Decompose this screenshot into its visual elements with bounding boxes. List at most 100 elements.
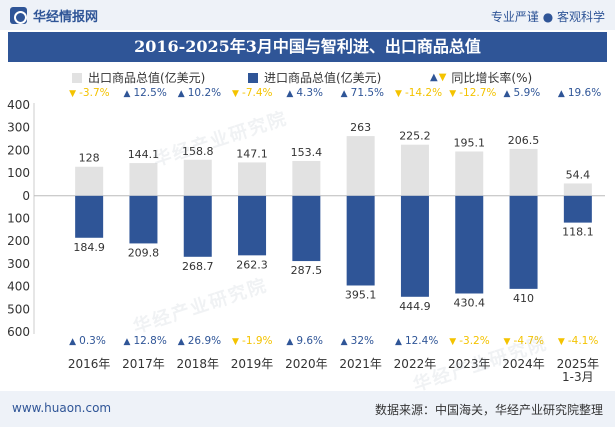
export-growth-label: 10.2%	[188, 88, 221, 99]
down-arrow-icon: ▼	[504, 337, 511, 347]
data-source: 数据来源：中国海关，华经产业研究院整理	[374, 403, 603, 417]
export-growth-label: 4.3%	[296, 88, 323, 99]
import-bar	[129, 195, 158, 244]
y-tick-label: 600	[7, 325, 30, 339]
down-arrow-icon: ▼	[449, 337, 456, 347]
export-growth-label: 5.9%	[514, 88, 541, 99]
export-value-label: 195.1	[454, 137, 486, 150]
import-value-label: 410	[513, 292, 534, 305]
up-arrow-icon: ▲	[178, 89, 185, 99]
export-growth-label: 12.5%	[133, 88, 166, 99]
export-value-label: 144.1	[128, 148, 160, 161]
import-growth-label: 12.8%	[133, 335, 166, 347]
import-value-label: 287.5	[291, 264, 323, 277]
export-growth-label: -7.4%	[242, 88, 272, 99]
import-bar	[75, 195, 104, 238]
y-tick-label: 200	[7, 143, 30, 157]
export-growth-label: -14.2%	[405, 88, 442, 99]
legend-item-export: 出口商品总值(亿美元)	[72, 69, 205, 86]
import-value-label: 209.8	[128, 246, 160, 259]
export-bar	[238, 162, 267, 196]
y-tick-label: 0	[22, 189, 30, 203]
y-tick-label: 200	[7, 234, 30, 248]
export-growth-label: 71.5%	[351, 88, 384, 99]
x-tick-label: 2025年	[557, 357, 600, 371]
import-bar	[400, 195, 429, 297]
legend-item-import: 进口商品总值(亿美元)	[248, 69, 381, 86]
down-arrow-icon: ▼	[232, 337, 239, 347]
import-growth-label: 9.6%	[296, 335, 323, 347]
import-value-label: 118.1	[562, 226, 594, 239]
export-value-label: 225.2	[399, 130, 431, 143]
up-arrow-icon: ▲	[504, 89, 511, 99]
up-arrow-icon: ▲	[69, 337, 76, 347]
down-arrow-icon: ▼	[395, 89, 402, 99]
down-arrow-icon: ▼	[69, 89, 76, 99]
x-tick-label: 2024年	[502, 357, 545, 371]
footer-bar: www.huaon.com 数据来源：中国海关，华经产业研究院整理	[0, 391, 615, 427]
import-growth-label: -1.9%	[242, 335, 272, 347]
x-tick-label: 2017年	[122, 357, 165, 371]
legend-down-arrow-icon: ▼	[438, 72, 447, 83]
export-growth-label: 19.6%	[568, 88, 601, 99]
x-tick-label: 1-3月	[562, 370, 594, 383]
export-bar	[346, 136, 375, 196]
up-arrow-icon: ▲	[123, 337, 130, 347]
x-tick-label: 2016年	[68, 357, 111, 371]
export-bar	[400, 144, 429, 196]
slogan: 专业严谨 ● 客观科学	[490, 10, 605, 24]
up-arrow-icon: ▲	[341, 89, 348, 99]
import-growth-label: 0.3%	[79, 335, 106, 347]
import-value-label: 395.1	[345, 288, 377, 301]
import-bar	[238, 195, 267, 256]
import-value-label: 430.4	[454, 297, 486, 310]
website-link[interactable]: www.huaon.com	[12, 401, 112, 415]
import-value-label: 184.9	[73, 241, 105, 254]
import-bar	[183, 195, 212, 257]
import-growth-label: -4.7%	[514, 335, 544, 347]
export-value-label: 54.4	[566, 168, 591, 181]
y-tick-label: 400	[7, 98, 30, 112]
down-arrow-icon: ▼	[232, 89, 239, 99]
export-growth-label: -12.7%	[459, 88, 496, 99]
y-tick-label: 300	[7, 257, 30, 271]
logo-text: 华经情报网	[33, 9, 99, 25]
import-bar	[346, 195, 375, 286]
export-value-label: 147.1	[236, 147, 268, 160]
export-bar	[509, 148, 538, 196]
legend-label-export: 出口商品总值(亿美元)	[88, 71, 206, 85]
export-value-label: 263	[350, 121, 371, 134]
export-value-label: 158.8	[182, 145, 214, 158]
import-bar	[563, 195, 592, 223]
export-bar	[75, 166, 104, 196]
top-bar: 华经情报网 专业严谨 ● 客观科学	[0, 0, 615, 30]
y-tick-label: 300	[7, 121, 30, 135]
up-arrow-icon: ▲	[286, 89, 293, 99]
y-tick-label: 100	[7, 166, 30, 180]
down-arrow-icon: ▼	[558, 337, 565, 347]
export-growth-label: -3.7%	[79, 88, 109, 99]
up-arrow-icon: ▲	[178, 337, 185, 347]
import-bar	[509, 195, 538, 289]
export-value-label: 153.4	[291, 146, 323, 159]
export-value-label: 128	[79, 152, 100, 165]
up-arrow-icon: ▲	[286, 337, 293, 347]
x-tick-label: 2019年	[231, 357, 274, 371]
export-bar	[183, 159, 212, 196]
import-bar	[455, 195, 484, 294]
import-growth-label: 32%	[351, 335, 374, 347]
y-tick-label: 500	[7, 302, 30, 316]
x-tick-label: 2021年	[339, 357, 382, 371]
export-bar	[129, 163, 158, 196]
up-arrow-icon: ▲	[395, 337, 402, 347]
y-tick-label: 100	[7, 212, 30, 226]
import-value-label: 444.9	[399, 300, 431, 313]
legend-item-growth: ▲ ▼ 同比增长率(%)	[430, 69, 532, 86]
import-value-label: 262.3	[236, 258, 268, 271]
bar-chart: 400 300 200 100 0 100 200 300 400 500 600 128 184.9 ▼…	[7, 88, 605, 383]
down-arrow-icon: ▼	[449, 89, 456, 99]
legend-label-import: 进口商品总值(亿美元)	[264, 71, 382, 85]
export-value-label: 206.5	[508, 134, 540, 147]
chart-title: 2016-2025年3月中国与智利进、出口商品总值	[8, 32, 607, 62]
up-arrow-icon: ▲	[123, 89, 130, 99]
